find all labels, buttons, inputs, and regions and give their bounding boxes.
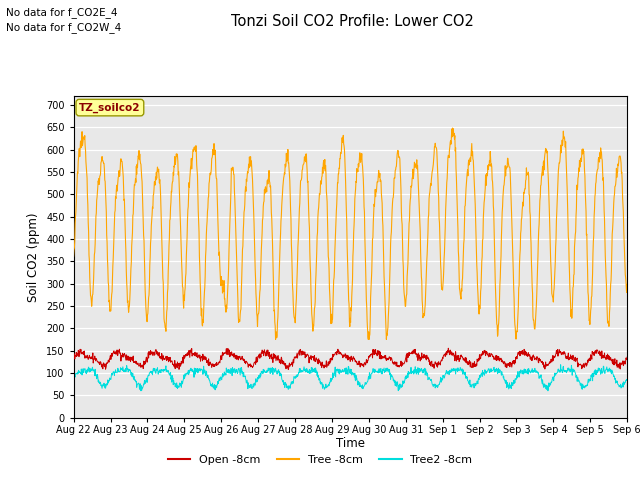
Text: Tonzi Soil CO2 Profile: Lower CO2: Tonzi Soil CO2 Profile: Lower CO2 bbox=[230, 14, 474, 29]
Text: No data for f_CO2E_4: No data for f_CO2E_4 bbox=[6, 7, 118, 18]
Text: No data for f_CO2W_4: No data for f_CO2W_4 bbox=[6, 22, 122, 33]
Text: TZ_soilco2: TZ_soilco2 bbox=[79, 102, 141, 113]
Legend: Open -8cm, Tree -8cm, Tree2 -8cm: Open -8cm, Tree -8cm, Tree2 -8cm bbox=[163, 451, 477, 469]
X-axis label: Time: Time bbox=[336, 437, 365, 450]
Y-axis label: Soil CO2 (ppm): Soil CO2 (ppm) bbox=[28, 212, 40, 301]
